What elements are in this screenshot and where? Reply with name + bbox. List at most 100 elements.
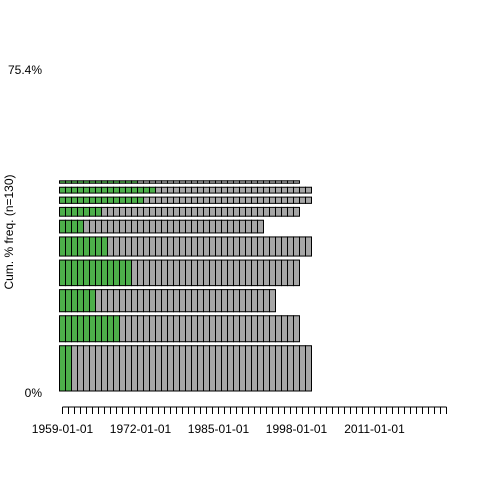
bar-cell-rest xyxy=(245,196,252,204)
bar-cell-rest xyxy=(155,259,162,287)
bar-cell-highlight xyxy=(83,196,90,204)
bar-cell-rest xyxy=(149,345,156,392)
bar-cell-rest xyxy=(119,206,126,217)
bar-cell-highlight xyxy=(95,259,102,287)
bar-cell-rest xyxy=(119,236,126,257)
bar-cell-rest xyxy=(233,289,240,313)
bar-cell-rest xyxy=(281,315,288,343)
bar-cell-rest xyxy=(233,186,240,194)
bar-cell-highlight xyxy=(119,259,126,287)
bar-cell-rest xyxy=(191,206,198,217)
bar-cell-highlight xyxy=(59,196,66,204)
bar-cell-rest xyxy=(197,345,204,392)
bar-cell-rest xyxy=(245,186,252,194)
bar-cell-rest xyxy=(221,259,228,287)
bar-cell-rest xyxy=(191,315,198,343)
bar-cell-rest xyxy=(275,315,282,343)
bar-cell-highlight xyxy=(83,206,90,217)
bar-cell-rest xyxy=(233,219,240,234)
bar-cell-rest xyxy=(239,236,246,257)
bar-cell-rest xyxy=(173,219,180,234)
bar-cell-rest xyxy=(257,236,264,257)
bar-cell-rest xyxy=(161,196,168,204)
bar-cell-rest xyxy=(215,196,222,204)
bar-cell-rest xyxy=(149,219,156,234)
bar-cell-rest xyxy=(137,236,144,257)
bar-cell-rest xyxy=(119,219,126,234)
bar-cell-rest xyxy=(257,186,264,194)
bar-cell-rest xyxy=(203,289,210,313)
x-tick-label: 2011-01-01 xyxy=(344,422,405,436)
bar-cell-highlight xyxy=(71,289,78,313)
y-tick-label-bottom: 0% xyxy=(25,386,43,400)
bar-cell-rest xyxy=(269,289,276,313)
bar-cell-rest xyxy=(107,345,114,392)
bar-cell-rest xyxy=(185,259,192,287)
bar-cell-rest xyxy=(131,259,138,287)
bar-cell-rest xyxy=(203,236,210,257)
bar-cell-highlight xyxy=(83,186,90,194)
bar-cell-rest xyxy=(233,236,240,257)
bar-cell-rest xyxy=(185,180,192,184)
bar-cell-rest xyxy=(155,206,162,217)
bar-cell-rest xyxy=(239,315,246,343)
bar-cell-rest xyxy=(251,219,258,234)
bar-cell-rest xyxy=(125,206,132,217)
bars-layer xyxy=(59,180,312,392)
bar-cell-rest xyxy=(107,236,114,257)
bar-cell-rest xyxy=(263,259,270,287)
bar-cell-rest xyxy=(143,315,150,343)
bar-cell-rest xyxy=(125,236,132,257)
bar-cell-rest xyxy=(179,236,186,257)
bar-cell-rest xyxy=(215,315,222,343)
bar-cell-highlight xyxy=(95,186,102,194)
bar-cell-rest xyxy=(287,206,294,217)
bar-cell-highlight xyxy=(65,236,72,257)
bar-cell-highlight xyxy=(83,236,90,257)
bar-cell-rest xyxy=(161,345,168,392)
bar-cell-highlight xyxy=(71,259,78,287)
bar-cell-highlight xyxy=(89,236,96,257)
bar-cell-rest xyxy=(305,186,312,194)
bar-cell-highlight xyxy=(65,345,72,392)
bar-cell-rest xyxy=(269,259,276,287)
bar-cell-highlight xyxy=(113,186,120,194)
bar-cell-rest xyxy=(221,219,228,234)
bar-cell-rest xyxy=(71,345,78,392)
bar-cell-rest xyxy=(227,206,234,217)
bar-cell-rest xyxy=(203,259,210,287)
bar-cell-highlight xyxy=(59,236,66,257)
bar-row xyxy=(59,345,312,392)
bar-cell-rest xyxy=(251,315,258,343)
bar-cell-rest xyxy=(95,345,102,392)
bar-cell-rest xyxy=(197,180,204,184)
bar-cell-rest xyxy=(209,315,216,343)
x-tick-label: 1985-01-01 xyxy=(188,422,250,436)
bar-cell-highlight xyxy=(137,186,144,194)
bar-cell-rest xyxy=(299,186,306,194)
bar-cell-rest xyxy=(293,259,300,287)
bar-cell-rest xyxy=(197,236,204,257)
bar-cell-highlight xyxy=(95,236,102,257)
bar-cell-highlight xyxy=(71,219,78,234)
bar-cell-highlight xyxy=(65,219,72,234)
bar-cell-rest xyxy=(227,219,234,234)
bar-cell-rest xyxy=(263,196,270,204)
bar-cell-rest xyxy=(293,345,300,392)
bar-cell-rest xyxy=(77,345,84,392)
bar-cell-rest xyxy=(143,345,150,392)
bar-cell-rest xyxy=(263,180,270,184)
bar-cell-highlight xyxy=(101,259,108,287)
bar-cell-rest xyxy=(167,289,174,313)
bar-cell-rest xyxy=(191,345,198,392)
bar-cell-highlight xyxy=(125,180,132,184)
bar-cell-rest xyxy=(257,206,264,217)
bar-cell-highlight xyxy=(125,186,132,194)
bar-cell-rest xyxy=(179,315,186,343)
bar-cell-rest xyxy=(161,236,168,257)
bar-cell-rest xyxy=(239,196,246,204)
bar-cell-highlight xyxy=(119,180,126,184)
bar-cell-rest xyxy=(101,206,108,217)
bar-cell-rest xyxy=(179,259,186,287)
bar-cell-highlight xyxy=(77,196,84,204)
